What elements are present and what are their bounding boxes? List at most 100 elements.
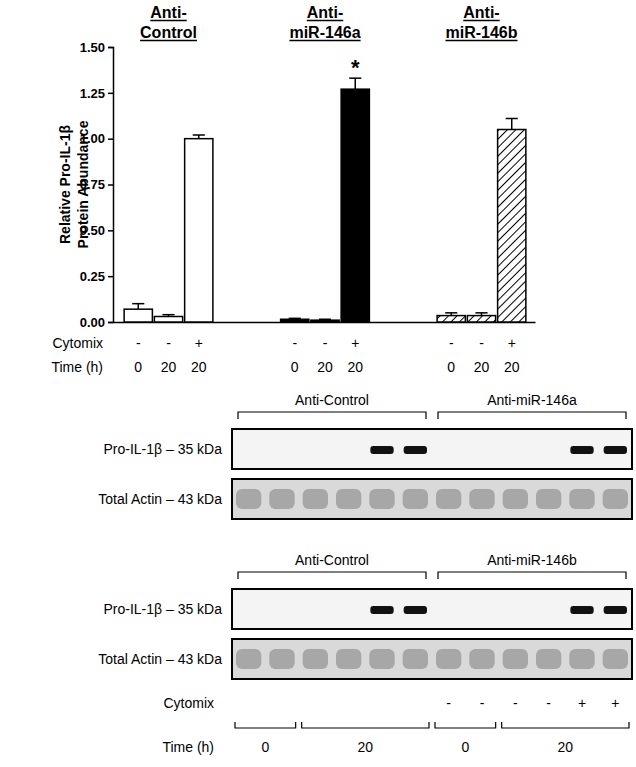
x-row-value: + <box>351 335 359 351</box>
blot-band <box>236 489 261 509</box>
underline <box>307 20 343 22</box>
x-row-value: - <box>323 335 328 351</box>
x-row-value: - <box>166 335 171 351</box>
blot-band <box>303 649 328 669</box>
x-row-value: + <box>195 335 203 351</box>
blot-time-value: 0 <box>461 739 469 755</box>
y-axis-line <box>108 48 114 323</box>
bracket <box>238 572 426 579</box>
x-row-value: 0 <box>134 359 142 375</box>
error-stem <box>511 119 513 130</box>
bar <box>437 316 465 322</box>
blot-cytomix-value: + <box>578 695 586 711</box>
x-row-label: Cytomix <box>52 335 103 351</box>
y-tick-label: 1.50 <box>80 40 105 55</box>
group-label: Anti- Control <box>140 4 197 41</box>
x-row-value: 20 <box>191 359 207 375</box>
blot-cytomix-value: + <box>611 695 619 711</box>
blot-cytomix-value: - <box>513 695 518 711</box>
blot-band <box>404 446 427 454</box>
error-bar <box>289 318 301 320</box>
group-label-line: Anti- <box>307 4 343 21</box>
y-tick-mark <box>108 47 113 49</box>
error-cap <box>319 319 331 321</box>
x-row-value: - <box>136 335 141 351</box>
y-tick: 0.00 <box>80 315 113 330</box>
x-row-value: 0 <box>291 359 299 375</box>
blot-panel: Anti-ControlAnti-miR-146aPro-IL-1β – 35 … <box>98 392 632 519</box>
y-tick-mark <box>108 184 113 186</box>
group-label-line: Anti- <box>463 4 499 21</box>
blot-band <box>403 649 428 669</box>
x-row-value: + <box>508 335 516 351</box>
x-row-label: Time (h) <box>51 359 103 375</box>
blot-panel: Anti-ControlAnti-miR-146bPro-IL-1β – 35 … <box>98 552 632 679</box>
blot-band <box>236 649 261 669</box>
blot-cytomix-value: - <box>446 695 451 711</box>
blot-time-value: 20 <box>558 739 574 755</box>
bracket <box>502 722 629 728</box>
blot-band <box>336 489 361 509</box>
bar <box>311 320 339 322</box>
blot-cytomix-label: Cytomix <box>163 695 214 711</box>
y-tick: 1.50 <box>80 40 113 55</box>
group-label-line: Anti- <box>150 4 186 21</box>
error-cap <box>193 134 205 136</box>
blot-cytomix-value: - <box>546 695 551 711</box>
y-tick-label: 0.00 <box>80 315 105 330</box>
error-bar <box>445 313 457 316</box>
blot-row-label: Pro-IL-1β – 35 kDa <box>103 441 222 457</box>
error-cap <box>289 318 301 320</box>
error-cap <box>132 303 144 305</box>
blot-band <box>436 489 461 509</box>
bar <box>341 89 369 322</box>
blot-group-label: Anti-Control <box>295 552 369 568</box>
y-tick-mark <box>108 230 113 232</box>
group-label-line: miR-146a <box>289 24 360 41</box>
error-bar <box>506 119 518 130</box>
x-axis <box>114 322 536 323</box>
x-row-value: 20 <box>161 359 177 375</box>
group-label-line: Control <box>140 24 197 41</box>
blot-band <box>469 489 494 509</box>
blot-cytomix-value: - <box>480 695 485 711</box>
blot-frame <box>232 429 632 469</box>
underline <box>150 20 186 22</box>
bar-chart: 0.000.250.500.751.001.251.50Relative Pro… <box>51 4 535 375</box>
underline <box>463 20 499 22</box>
y-tick-mark <box>108 276 113 278</box>
blot-band <box>370 606 393 614</box>
blot-row-label: Total Actin – 43 kDa <box>98 491 222 507</box>
error-cap <box>162 314 174 316</box>
blot-band <box>369 649 394 669</box>
blot-band <box>403 489 428 509</box>
blot-group-label: Anti-Control <box>295 392 369 408</box>
blot-band <box>369 489 394 509</box>
x-row-value: 20 <box>474 359 490 375</box>
blot-band <box>604 446 627 454</box>
error-bar <box>193 135 205 139</box>
error-bar <box>162 315 174 317</box>
blot-band <box>370 446 393 454</box>
y-tick-label: 1.25 <box>80 85 105 100</box>
blot-band <box>436 649 461 669</box>
blot-band <box>603 489 628 509</box>
bar <box>185 139 213 322</box>
blot-band <box>570 606 593 614</box>
x-row-value: - <box>292 335 297 351</box>
bracket <box>235 722 296 728</box>
y-tick-mark <box>108 322 113 324</box>
underline <box>289 40 360 42</box>
blot-time-label: Time (h) <box>162 739 214 755</box>
blot-time-value: 0 <box>261 739 269 755</box>
x-row-value: 20 <box>347 359 363 375</box>
blot-frame <box>232 589 632 629</box>
x-row-value: - <box>449 335 454 351</box>
blot-band <box>503 649 528 669</box>
group-label: Anti-miR-146a <box>289 4 360 41</box>
y-axis-title-line: Relative Pro-IL-1β <box>57 125 73 244</box>
error-cap <box>506 118 518 120</box>
x-row-value: - <box>479 335 484 351</box>
bracket <box>438 572 626 579</box>
y-axis-title-line: Protein Abundance <box>75 120 91 248</box>
